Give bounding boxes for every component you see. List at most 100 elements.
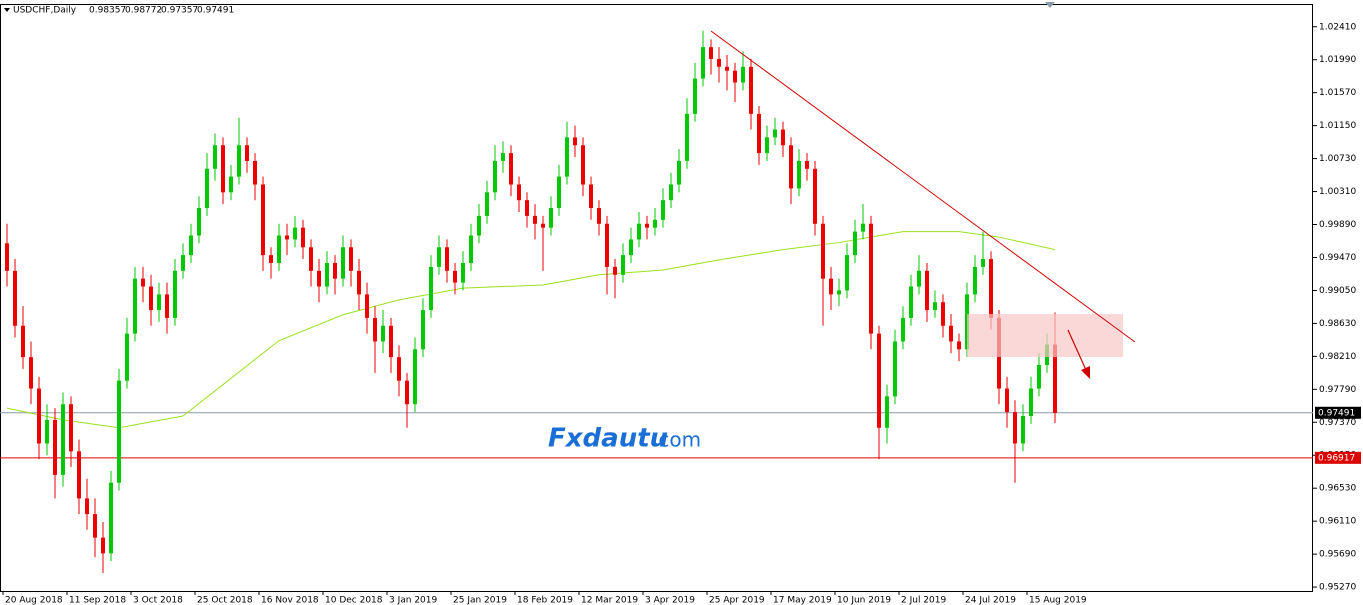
candle-body [605,223,609,267]
y-tick-label: 0.95690 [1319,550,1356,560]
price-label-box [1315,406,1361,419]
candle-body [573,137,577,146]
y-tick-label: 0.98630 [1319,319,1356,329]
candle-body [877,333,881,428]
x-tick-label: 15 Aug 2019 [1029,596,1087,605]
y-tick-label: 1.01150 [1319,121,1356,131]
candle-body [421,310,425,350]
candle-body [189,235,193,256]
candle-body [661,200,665,220]
candle-body [1013,412,1017,444]
candle-body [933,302,937,311]
candle-body [581,145,585,185]
x-tick-label: 18 Feb 2019 [517,596,573,605]
candle-body [45,419,49,444]
y-tick-label: 0.98210 [1319,352,1356,362]
candle-body [501,153,505,161]
candle-body [429,266,433,311]
candle-body [453,270,457,283]
candle-body [365,294,369,318]
candle-body [317,270,321,287]
candle-body [517,184,521,201]
candle-body [293,227,297,240]
candle-body [813,168,817,224]
candle-body [389,325,393,358]
y-tick-label: 1.00310 [1319,187,1356,197]
y-tick-label: 0.99890 [1319,220,1356,230]
candle-body [613,266,617,275]
candle-body [1037,364,1041,389]
candle-body [253,160,257,185]
x-tick-label: 2 Jul 2019 [901,596,946,605]
price-label: 0.96917 [1318,453,1355,463]
candle-body [845,255,849,291]
candle-body [141,278,145,287]
moving-average [6,231,1056,429]
candle-body [397,357,401,381]
x-tick-label: 3 Oct 2018 [133,596,183,605]
candle-body [709,47,713,59]
y-tick-label: 0.99470 [1319,253,1356,263]
candle-body [37,388,41,444]
candle-body [245,145,249,161]
trend-line [710,30,1136,343]
candle-body [1005,388,1009,413]
candle-body [381,325,385,342]
candle-body [717,58,721,67]
candle-body [669,184,673,201]
candle-body [637,223,641,240]
candle-body [261,184,265,256]
candle-body [85,498,89,515]
candle-body [437,247,441,267]
candle-body [373,317,377,342]
candle-body [61,404,65,475]
candle-body [237,145,241,177]
candle-body [805,160,809,169]
y-tick-label: 0.95270 [1319,583,1356,593]
price-label: 0.97491 [1318,408,1355,418]
candle-body [829,278,833,295]
candle-body [725,66,729,71]
candle-body [205,168,209,209]
candle-body [93,514,97,538]
candle-body [941,302,945,326]
candle-body [181,255,185,271]
candle-body [149,286,153,311]
candle-body [853,231,857,256]
candle-body [477,215,481,236]
candle-body [125,333,129,381]
symbol: USDCHF,Daily [13,6,77,16]
arrow-head [1081,366,1090,379]
candle-body [269,255,273,263]
y-tick-label: 1.00730 [1319,154,1356,164]
candle-body [957,341,961,350]
candle-body [109,482,113,554]
candle-body [765,137,769,154]
plot-frame [0,4,1313,592]
candle-body [213,145,217,169]
candle-body [589,184,593,209]
price-label-box [1315,451,1361,464]
candle-body [909,286,913,318]
candle-body [885,396,889,428]
candle-body [173,270,177,318]
header-high: 0.98772 [125,6,162,16]
candle-body [949,325,953,342]
candle-body [693,78,697,114]
candle-body [197,208,201,236]
candle-body [789,145,793,189]
x-tick-label: 24 Jul 2019 [965,596,1016,605]
x-tick-label: 25 Apr 2019 [709,596,765,605]
candle-body [629,239,633,256]
candle-body [309,247,313,271]
y-tick-label: 0.99050 [1319,286,1356,296]
candle-body [1029,388,1033,416]
x-tick-label: 25 Oct 2018 [197,596,253,605]
candle-body [621,255,625,275]
candle-body [893,341,897,397]
candle-body [349,247,353,271]
candle-body [733,70,737,83]
header-low: 0.97357 [161,6,198,16]
candle-body [973,266,977,295]
